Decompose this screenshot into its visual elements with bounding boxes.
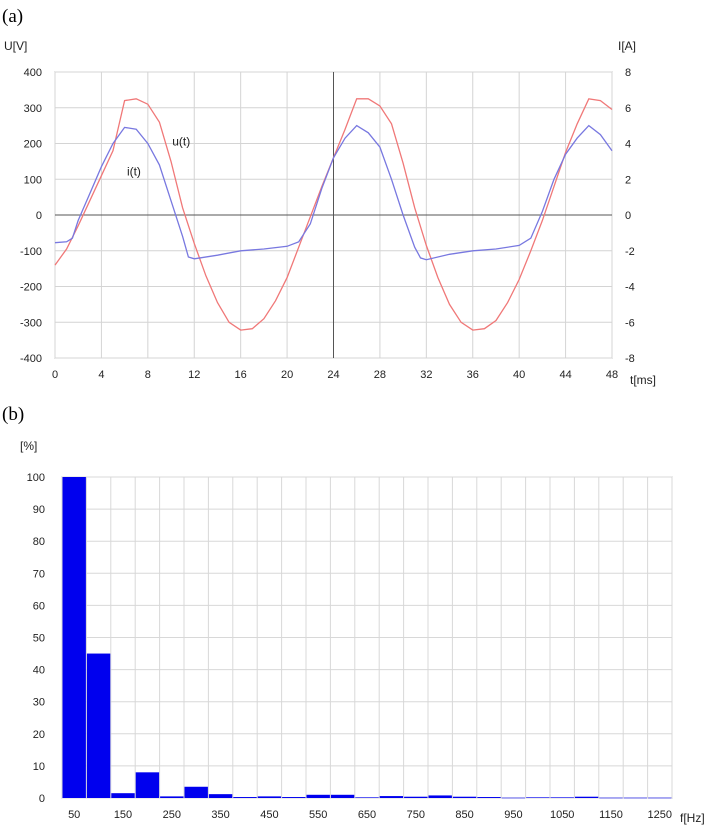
- x-tick-b: 650: [358, 809, 376, 821]
- x-tick-a: 32: [420, 369, 432, 381]
- y-tick-right-a: 2: [625, 174, 631, 186]
- grid-a: [54, 71, 613, 359]
- y-tick-b: 30: [33, 697, 45, 709]
- y-tick-right-a: 0: [625, 210, 631, 222]
- x-axis-label: t[ms]: [630, 373, 656, 387]
- y-tick-b: 20: [33, 729, 45, 741]
- x-tick-b: 1050: [550, 809, 574, 821]
- y-tick-left-a: -400: [20, 353, 42, 365]
- y-tick-right-a: 8: [625, 67, 631, 79]
- bar: [111, 793, 135, 798]
- y-tick-left-a: 300: [24, 103, 42, 115]
- x-tick-b: 850: [455, 809, 473, 821]
- x-tick-a: 0: [52, 369, 58, 381]
- bar: [330, 794, 355, 798]
- y-tick-right-a: -4: [625, 282, 635, 294]
- x-tick-b: 1150: [599, 809, 623, 821]
- x-tick-b: 950: [504, 809, 522, 821]
- bar: [452, 796, 477, 798]
- x-tick-b: 1250: [648, 809, 672, 821]
- x-axis-label-b: f[Hz]: [680, 811, 705, 825]
- y-tick-b: 80: [33, 536, 45, 548]
- ticks-b: 0 10 20 30 40 50 60 70 80 90 100 50 150 250 350 450 550 6…: [27, 472, 672, 821]
- y-tick-b: 0: [39, 793, 45, 805]
- bar: [404, 796, 428, 798]
- bar: [208, 794, 233, 798]
- x-tick-a: 12: [188, 369, 200, 381]
- x-tick-a: 36: [467, 369, 479, 381]
- x-tick-a: 4: [98, 369, 104, 381]
- y-tick-b: 60: [33, 600, 45, 612]
- y-tick-left-a: 0: [36, 210, 42, 222]
- y-tick-left-a: -200: [20, 282, 42, 294]
- series-label-i: i(t): [127, 165, 141, 179]
- series-a: u(t) i(t): [54, 98, 613, 331]
- x-tick-b: 450: [260, 809, 278, 821]
- bar: [257, 796, 282, 798]
- x-tick-a: 28: [374, 369, 386, 381]
- bar: [306, 794, 330, 798]
- y-tick-left-a: 200: [24, 139, 42, 151]
- y-tick-b: 90: [33, 504, 45, 516]
- bar: [574, 796, 599, 798]
- x-tick-a: 48: [606, 369, 618, 381]
- bar: [428, 795, 452, 798]
- y-axis-label-left: U[V]: [4, 39, 27, 53]
- bar: [160, 796, 184, 798]
- y-tick-left-a: 100: [24, 174, 42, 186]
- y-tick-right-a: 6: [625, 103, 631, 115]
- y-tick-b: 50: [33, 633, 45, 645]
- y-tick-right-a: -6: [625, 317, 635, 329]
- series-line-i: [54, 124, 613, 261]
- bar: [282, 797, 306, 798]
- panel-label-b: (b): [2, 404, 24, 425]
- bar: [135, 772, 160, 798]
- x-tick-a: 8: [145, 369, 151, 381]
- bar: [184, 786, 208, 798]
- y-tick-right-a: 4: [625, 139, 631, 151]
- bar: [623, 797, 648, 799]
- x-tick-b: 250: [163, 809, 181, 821]
- x-tick-a: 40: [513, 369, 525, 381]
- bars-b: [62, 477, 672, 799]
- time-domain-chart: (a) U[V] I[A] t[ms] 0 4 8 12 16 20 24 28 32 36 40 4…: [2, 6, 656, 387]
- y-axis-label-b: [%]: [20, 439, 37, 453]
- x-tick-b: 50: [68, 809, 80, 821]
- x-tick-a: 44: [559, 369, 571, 381]
- grid-b: [61, 476, 673, 799]
- y-axis-label-right: I[A]: [618, 39, 636, 53]
- y-tick-left-a: -300: [20, 317, 42, 329]
- y-tick-right-a: -2: [625, 246, 635, 258]
- y-tick-b: 40: [33, 665, 45, 677]
- x-tick-a: 16: [235, 369, 247, 381]
- x-tick-b: 150: [114, 809, 132, 821]
- x-tick-b: 350: [211, 809, 229, 821]
- y-tick-left-a: -100: [20, 246, 42, 258]
- x-tick-a: 20: [281, 369, 293, 381]
- series-label-u: u(t): [172, 134, 190, 148]
- bar: [501, 797, 526, 799]
- x-tick-a: 24: [327, 369, 339, 381]
- bar: [599, 797, 623, 799]
- bar: [62, 477, 86, 798]
- panel-label-a: (a): [2, 6, 23, 27]
- bar: [355, 797, 379, 798]
- ticks-a: 0 4 8 12 16 20 24 28 32 36 40 44 48-400-300-200-1000…: [20, 67, 635, 381]
- spectrum-chart: (b) [%] f[Hz] 0 10 20 30 40 50 60 70 80 90 100 50 15…: [2, 404, 705, 825]
- y-tick-b: 100: [27, 472, 45, 484]
- y-tick-b: 70: [33, 568, 45, 580]
- x-tick-b: 550: [309, 809, 327, 821]
- y-tick-right-a: -8: [625, 353, 635, 365]
- bar: [86, 653, 111, 798]
- bar: [550, 797, 574, 798]
- y-tick-b: 10: [33, 761, 45, 773]
- bar: [233, 797, 257, 798]
- bar: [648, 797, 672, 799]
- bar: [477, 797, 501, 798]
- bar: [526, 797, 550, 798]
- bar: [379, 796, 404, 798]
- y-tick-left-a: 400: [24, 67, 42, 79]
- x-tick-b: 750: [407, 809, 425, 821]
